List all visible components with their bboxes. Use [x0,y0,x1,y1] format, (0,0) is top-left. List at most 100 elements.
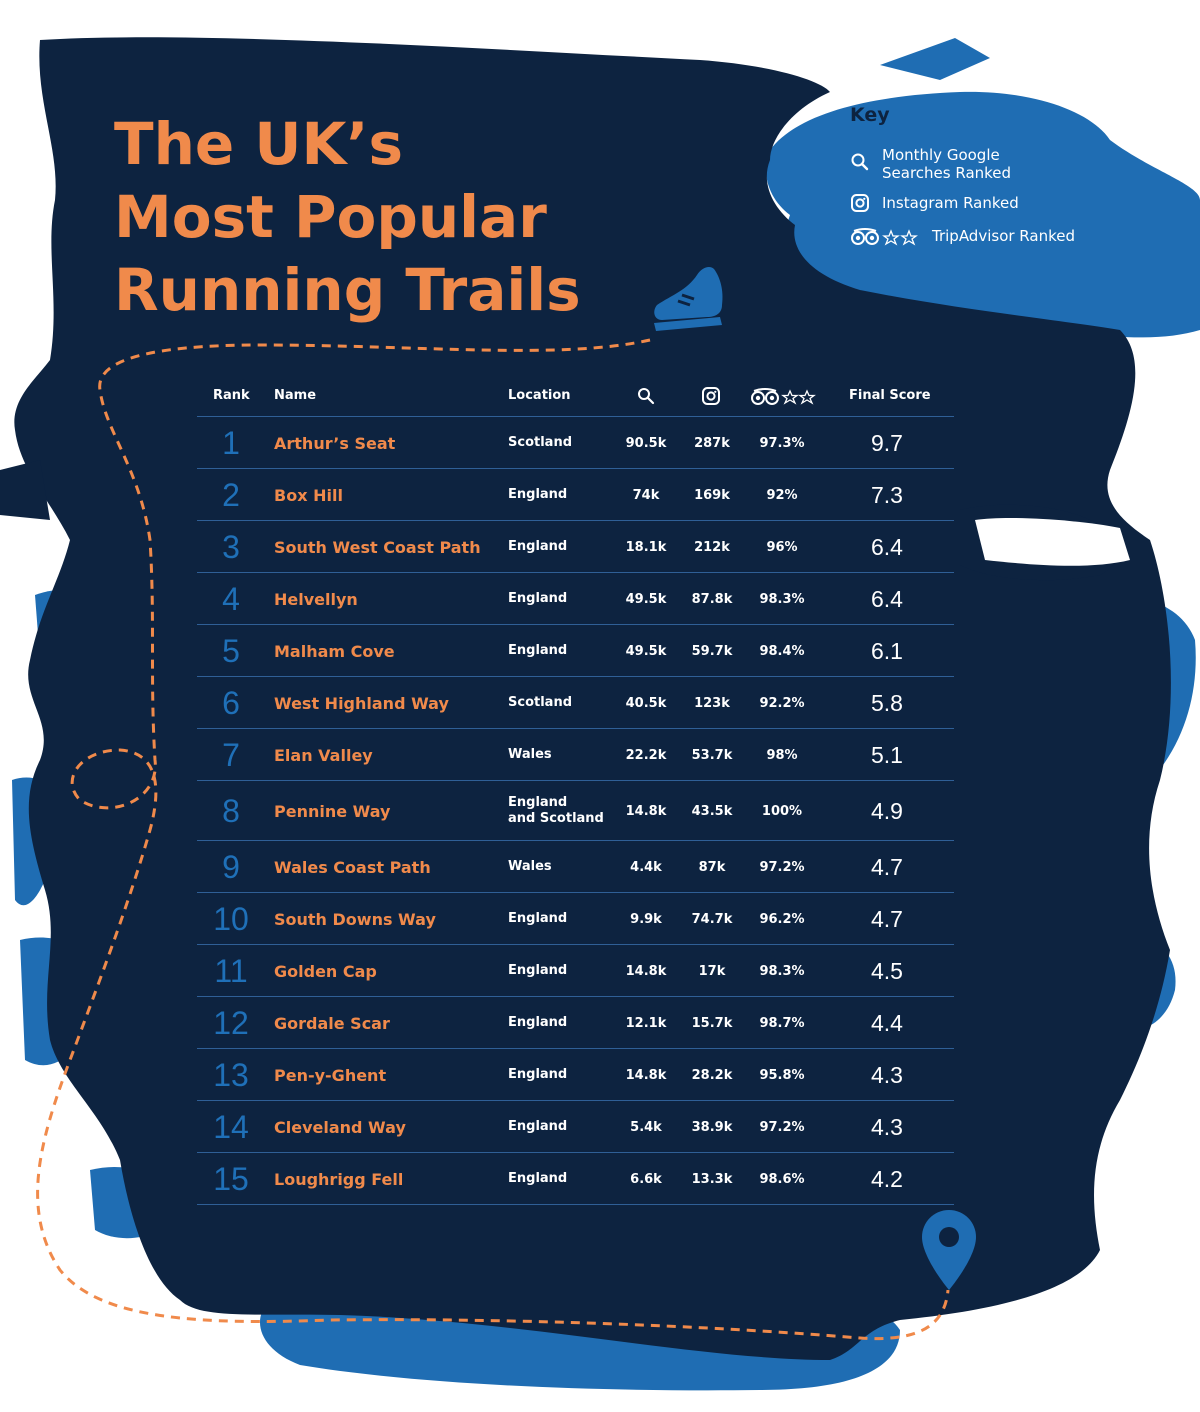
row-divider [197,572,954,573]
final-score-cell: 4.3 [871,1113,903,1140]
instagram-cell: 87.8k [691,591,733,607]
google-searches-cell: 12.1k [625,1015,667,1031]
key-instagram-label: Instagram Ranked [882,194,1019,212]
final-score-cell: 4.7 [871,905,903,932]
instagram-cell: 13.3k [691,1171,733,1187]
google-searches-cell: 14.8k [625,963,667,979]
white-patch [975,517,1130,566]
location-cell: Wales [508,859,552,874]
tripadvisor-cell: 96% [766,539,798,555]
table-row: 5 Malham Cove England 49.5k 59.7k 98.4% 6.1 [197,625,954,677]
trail-name: Malham Cove [274,641,395,661]
row-divider [197,676,954,677]
trail-name: Arthur’s Seat [274,433,396,453]
rank-cell: 2 [222,476,240,513]
location-cell: England [508,963,568,978]
rank-cell: 10 [213,900,249,937]
trail-name: Helvellyn [274,589,358,609]
trail-name: South West Coast Path [274,537,481,557]
key-item-instagram: Instagram Ranked [850,194,1019,214]
google-searches-cell: 14.8k [625,803,667,819]
tripadvisor-cell: 92% [766,487,798,503]
map-pin-icon [922,1210,976,1290]
table-row: 8 Pennine Way England and Scotland 14.8k 43.5… [197,781,954,841]
trail-name: South Downs Way [274,909,436,929]
instagram-cell: 53.7k [691,747,733,763]
rank-cell: 1 [222,424,240,461]
row-divider [197,996,954,997]
rank-cell: 8 [222,792,240,829]
final-score-cell: 9.7 [871,429,903,456]
search-icon [638,388,655,405]
instagram-cell: 28.2k [691,1067,733,1083]
google-searches-cell: 9.9k [630,911,662,927]
location-line-1: England [508,795,568,810]
rank-cell: 15 [213,1160,249,1197]
instagram-cell: 17k [698,963,726,979]
title-line-1: The UK’s [114,110,403,178]
final-score-cell: 5.8 [871,689,903,716]
row-divider [197,1100,954,1101]
tripadvisor-cell: 96.2% [759,911,805,927]
tripadvisor-cell: 95.8% [759,1067,805,1083]
location-cell: England [508,1015,568,1030]
instagram-cell: 74.7k [691,911,733,927]
tripadvisor-cell: 98.3% [759,963,805,979]
table-row: 9 Wales Coast Path Wales 4.4k 87k 97.2% 4.7 [197,841,954,893]
rank-cell: 13 [213,1056,249,1093]
row-divider [197,728,954,729]
key-google-line1: Monthly Google [882,146,1000,164]
location-cell: England [508,1067,568,1082]
table-row: 3 South West Coast Path England 18.1k 212k 96… [197,521,954,573]
instagram-cell: 123k [694,695,730,711]
final-score-cell: 4.9 [871,797,903,824]
tripadvisor-cell: 98.3% [759,591,805,607]
trail-name: Pen-y-Ghent [274,1065,387,1085]
google-searches-cell: 5.4k [630,1119,662,1135]
instagram-icon [851,194,869,212]
tripadvisor-icon [751,388,816,405]
location-cell: England [508,911,568,926]
google-searches-cell: 90.5k [625,435,667,451]
final-score-cell: 6.1 [871,637,903,664]
location-cell: England [508,1171,568,1186]
google-searches-cell: 14.8k [625,1067,667,1083]
header-name: Name [274,388,317,403]
trail-name: Pennine Way [274,801,391,821]
title-line-2: Most Popular [114,183,547,251]
trail-name: Box Hill [274,485,343,505]
header-rank: Rank [213,388,250,403]
google-searches-cell: 74k [632,487,660,503]
final-score-cell: 4.5 [871,957,903,984]
table-row: 12 Gordale Scar England 12.1k 15.7k 98.7% 4.4 [197,997,954,1049]
google-searches-cell: 49.5k [625,643,667,659]
trail-name: West Highland Way [274,693,449,713]
rank-cell: 11 [214,952,248,989]
trail-name: Elan Valley [274,745,373,765]
table-row: 6 West Highland Way Scotland 40.5k 123k 92.2%… [197,677,954,729]
location-cell: Wales [508,747,552,762]
location-line-2: and Scotland [508,811,604,826]
google-searches-cell: 6.6k [630,1171,662,1187]
instagram-cell: 15.7k [691,1015,733,1031]
final-score-cell: 4.7 [871,853,903,880]
instagram-cell: 212k [694,539,730,555]
trail-name: Cleveland Way [274,1117,406,1137]
rank-cell: 4 [222,580,240,617]
instagram-cell: 38.9k [691,1119,733,1135]
table-row: 4 Helvellyn England 49.5k 87.8k 98.3% 6.4 [197,573,954,625]
key-title: Key [850,104,890,126]
location-cell: England [508,539,568,554]
table-row: 1 Arthur’s Seat Scotland 90.5k 287k 97.3% 9.7 [197,417,954,469]
location-cell: England [508,591,568,606]
rank-cell: 3 [222,528,240,565]
tripadvisor-cell: 100% [761,803,803,819]
location-cell: Scotland [508,435,573,450]
instagram-cell: 287k [694,435,730,451]
rank-cell: 7 [222,736,240,773]
search-icon [851,153,869,171]
tripadvisor-cell: 97.3% [759,435,805,451]
table-row: 2 Box Hill England 74k 169k 92% 7.3 [197,469,954,521]
row-divider [197,468,954,469]
instagram-icon [702,387,720,405]
